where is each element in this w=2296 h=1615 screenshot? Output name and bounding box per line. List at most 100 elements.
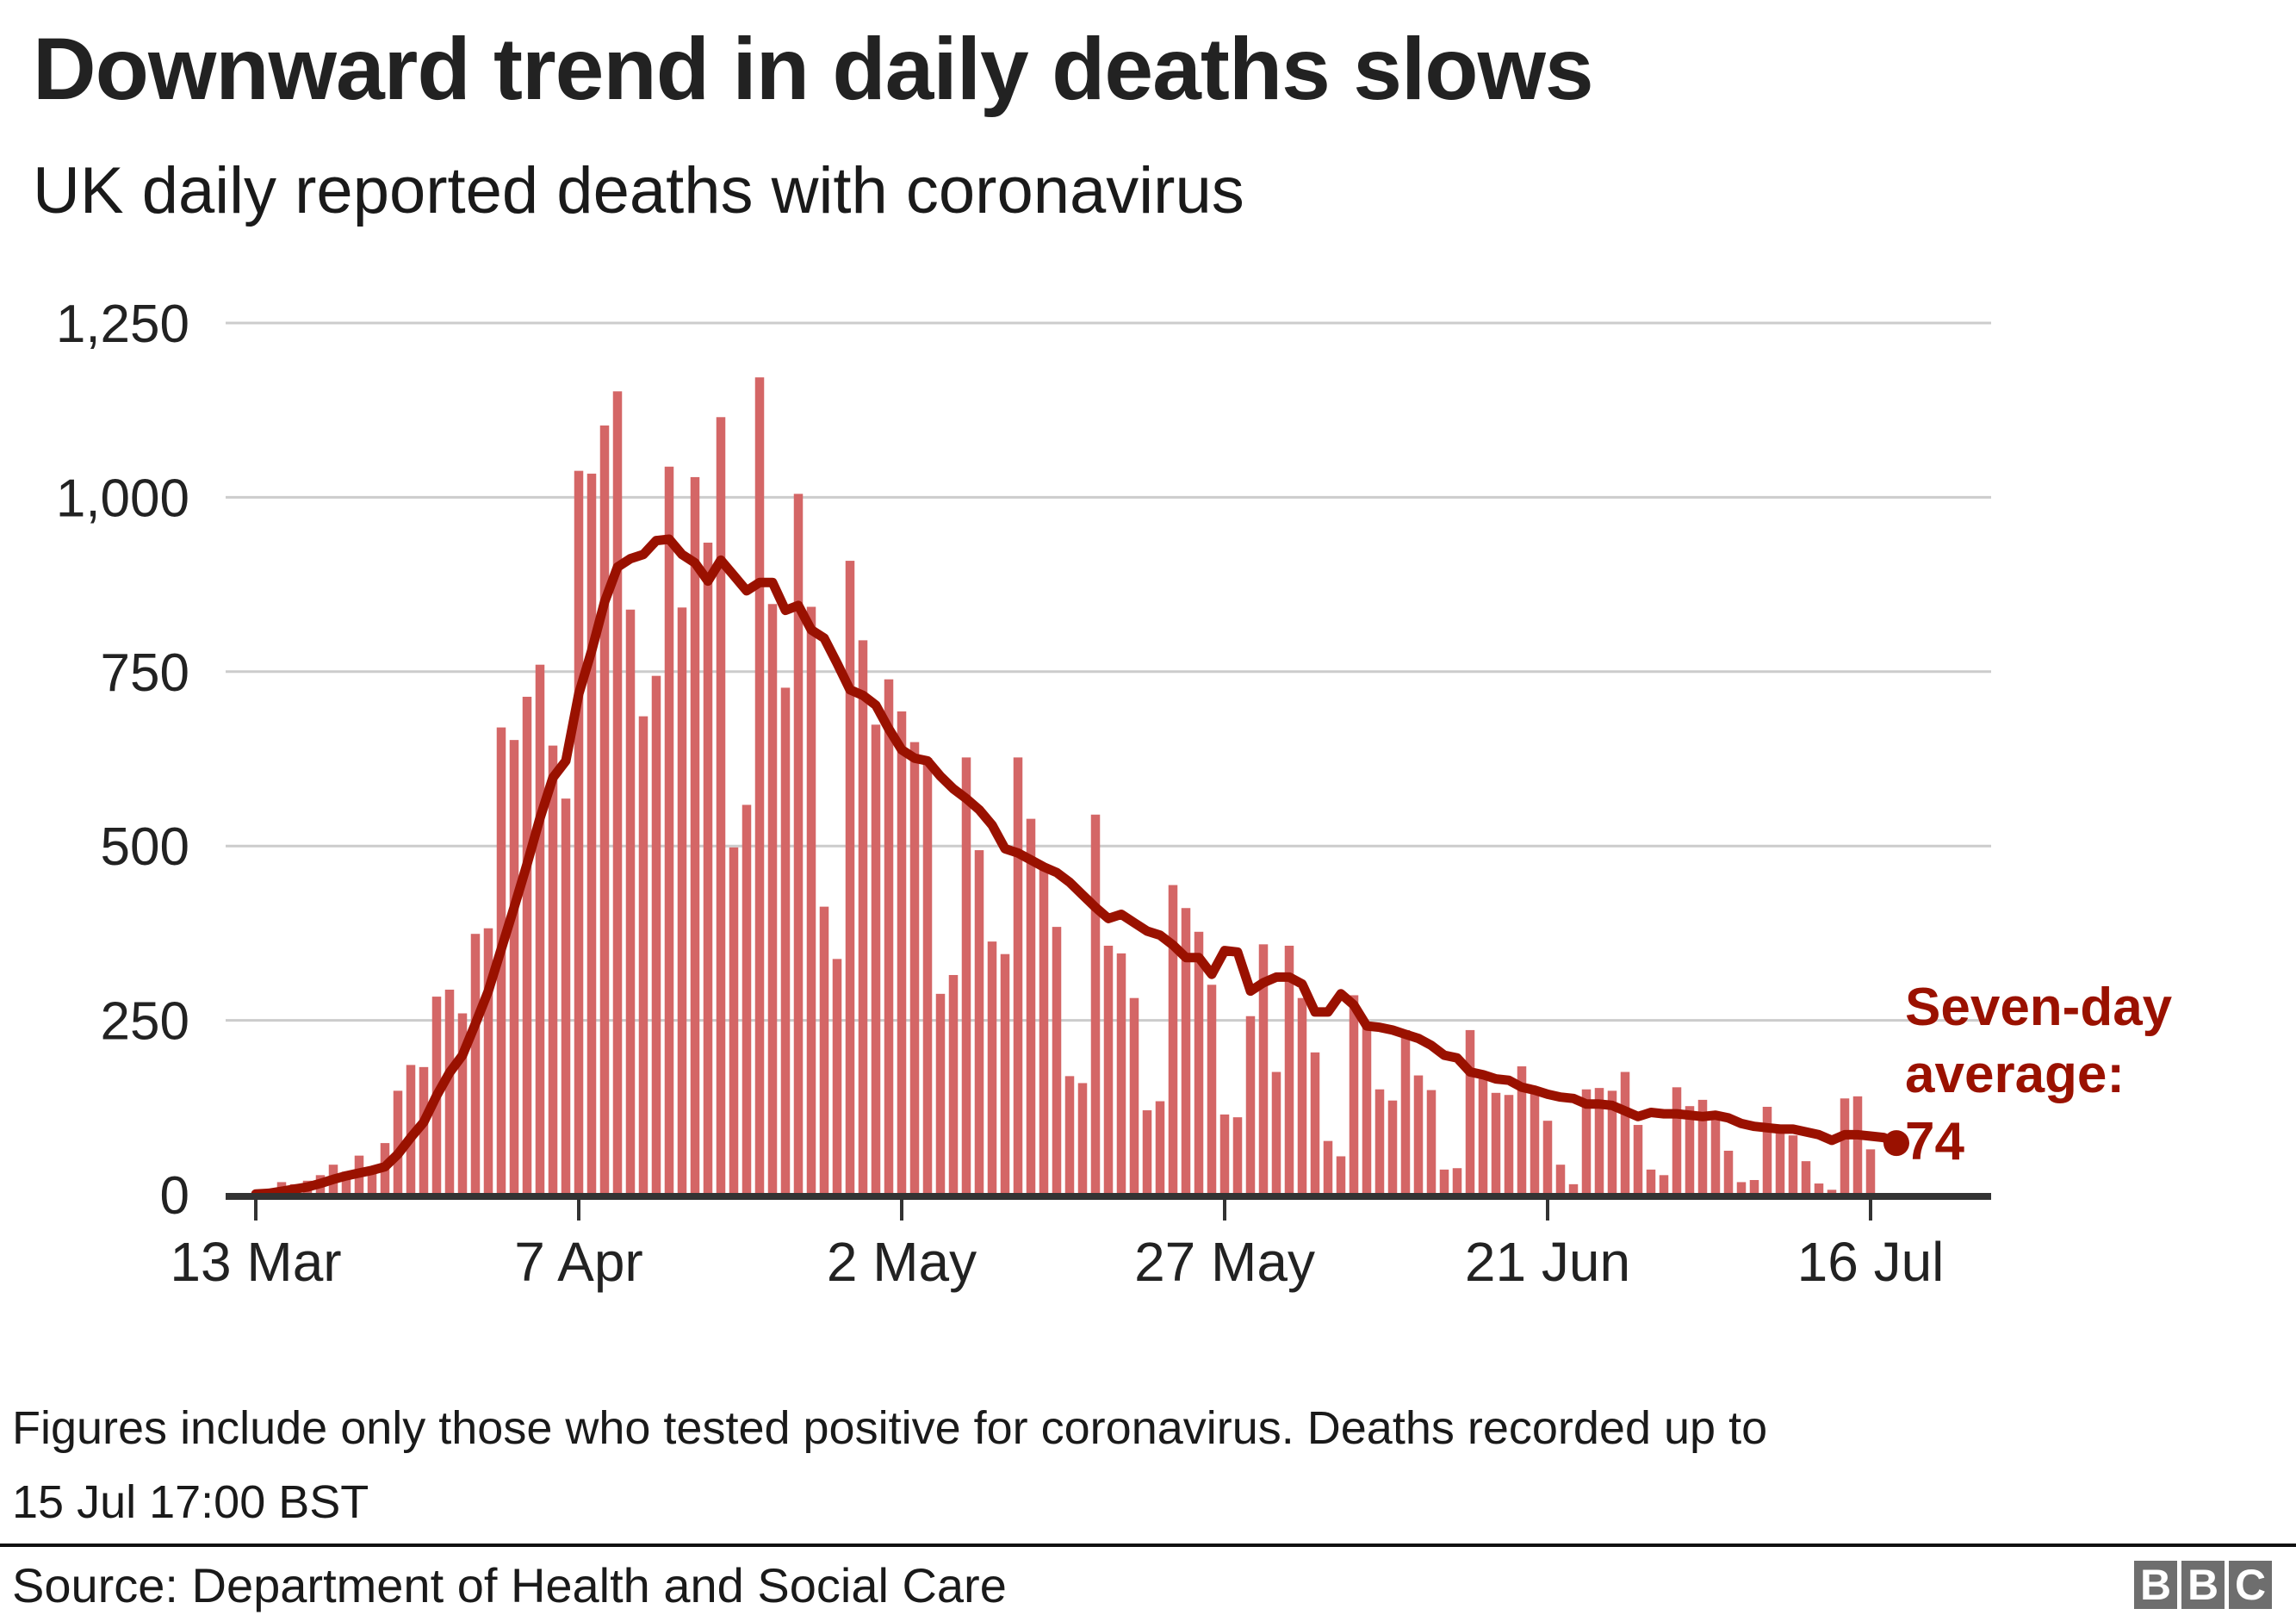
bar — [1452, 1168, 1462, 1195]
chart-subtitle: UK daily reported deaths with coronaviru… — [33, 154, 1244, 227]
bar — [1284, 945, 1294, 1195]
bar — [612, 391, 623, 1195]
bar — [1788, 1135, 1798, 1195]
bar — [1504, 1095, 1514, 1195]
bar — [1064, 1076, 1075, 1195]
bar — [651, 675, 661, 1195]
bar — [1207, 985, 1217, 1195]
bar — [1039, 867, 1049, 1195]
bar — [742, 804, 752, 1195]
bar — [677, 607, 687, 1195]
bar — [1491, 1092, 1501, 1195]
bar — [1142, 1110, 1152, 1195]
bar — [1090, 814, 1101, 1195]
bar — [1052, 927, 1062, 1195]
bar — [1581, 1089, 1592, 1195]
bar — [1568, 1183, 1579, 1195]
bar — [909, 742, 920, 1195]
bar — [1103, 945, 1114, 1195]
bar — [1400, 1029, 1411, 1195]
bar — [1633, 1125, 1643, 1195]
bar — [767, 604, 778, 1195]
bar — [1517, 1066, 1527, 1195]
x-tick-label: 16 Jul — [1797, 1231, 1945, 1293]
bbc-logo-letter: B — [2134, 1561, 2177, 1609]
bar — [1013, 757, 1023, 1195]
bar — [1827, 1190, 1837, 1195]
bar — [1852, 1096, 1863, 1195]
y-axis-tick-labels: 0 250 500 750 1,000 1,250 — [56, 295, 189, 1226]
bar — [599, 425, 610, 1195]
bar — [845, 561, 855, 1195]
bar — [1194, 931, 1204, 1195]
bar — [1465, 1029, 1475, 1195]
bar — [1168, 885, 1178, 1195]
bar — [1607, 1090, 1617, 1195]
bar — [690, 476, 700, 1195]
footnote-line-2: 15 Jul 17:00 BST — [12, 1476, 369, 1528]
y-tick-label: 0 — [160, 1166, 189, 1226]
footnote-line-1: Figures include only those who tested po… — [12, 1402, 1768, 1454]
bar — [1775, 1132, 1785, 1195]
bar — [444, 989, 455, 1195]
bar — [858, 640, 868, 1195]
x-tick-label: 13 Mar — [170, 1231, 341, 1293]
bar — [1374, 1089, 1385, 1195]
bar — [1620, 1071, 1630, 1195]
bar — [1323, 1140, 1333, 1195]
bar — [1697, 1099, 1708, 1195]
bbc-logo: B B C — [2134, 1561, 2272, 1609]
chart-title: Downward trend in daily deaths slows — [33, 20, 1594, 118]
bar — [716, 417, 726, 1195]
chart: 0 250 500 750 1,000 1,250 13 Mar 7 Apr 2 May 27 … — [56, 295, 2173, 1293]
bar — [948, 974, 959, 1195]
bar — [1026, 818, 1036, 1195]
bar — [1000, 953, 1010, 1195]
bars — [251, 377, 1876, 1195]
bar — [1736, 1182, 1747, 1195]
bar — [1542, 1121, 1553, 1195]
bar — [419, 1066, 429, 1195]
bar — [1245, 1016, 1256, 1195]
bar — [1413, 1075, 1424, 1195]
y-tick-label: 1,000 — [56, 469, 189, 528]
bar — [729, 847, 739, 1195]
bar — [974, 850, 984, 1195]
bar — [1297, 997, 1307, 1195]
y-tick-label: 750 — [101, 643, 189, 703]
bar — [1336, 1156, 1346, 1195]
bar — [1478, 1071, 1488, 1195]
bar — [341, 1171, 351, 1195]
bar — [1646, 1169, 1656, 1195]
y-tick-label: 1,250 — [56, 295, 189, 354]
bar — [871, 724, 881, 1195]
seven-day-average-line — [251, 534, 1902, 1199]
bar — [1116, 953, 1126, 1195]
bar — [754, 377, 765, 1195]
bar — [832, 959, 842, 1195]
bar — [1840, 1098, 1850, 1195]
bar — [406, 1065, 416, 1195]
bar — [1219, 1114, 1230, 1195]
seven-day-annotation: Seven-day average: 74 — [1905, 978, 2173, 1171]
bar — [1659, 1175, 1669, 1195]
x-tick-label: 2 May — [827, 1231, 977, 1293]
bar — [780, 687, 791, 1195]
bbc-logo-letter: B — [2181, 1561, 2225, 1609]
bar — [1594, 1088, 1604, 1195]
y-tick-label: 500 — [101, 817, 189, 877]
bar — [1685, 1106, 1695, 1195]
bar — [1181, 908, 1191, 1195]
annotation-line-1: Seven-day — [1905, 978, 2173, 1037]
seven-day-average-end-dot — [1883, 1130, 1909, 1157]
bar — [1258, 944, 1269, 1195]
bar — [1555, 1165, 1566, 1195]
bar — [935, 993, 946, 1195]
bar — [1271, 1071, 1281, 1195]
x-tick-label: 27 May — [1134, 1231, 1315, 1293]
bar — [367, 1170, 377, 1195]
bar — [806, 606, 816, 1195]
bar — [1865, 1149, 1876, 1195]
bar — [922, 758, 933, 1195]
bar — [1232, 1117, 1243, 1195]
